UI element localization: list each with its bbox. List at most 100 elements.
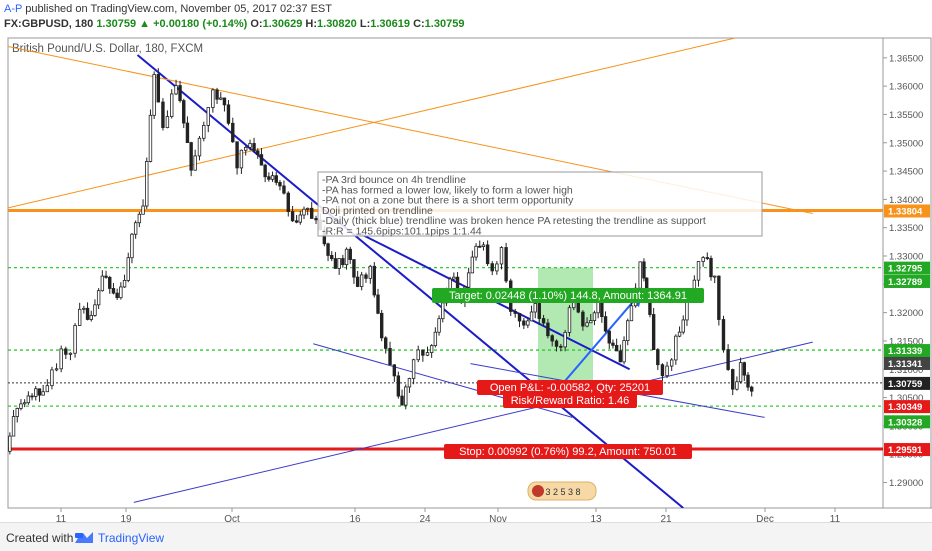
- candle-body: [145, 161, 149, 207]
- candle-body: [54, 368, 59, 371]
- candle-body: [161, 101, 165, 129]
- events-badge[interactable]: [527, 481, 597, 501]
- candle-body: [437, 318, 441, 333]
- candle-body: [174, 85, 178, 95]
- candle-body: [82, 307, 86, 310]
- price-axis-badge-text: 1.32795: [888, 264, 923, 275]
- candle-body: [37, 388, 42, 396]
- price-change: +0.00180 (+0.14%): [153, 18, 248, 30]
- candle-body: [130, 233, 134, 259]
- candle-body: [717, 275, 721, 320]
- publisher-line: A-P published on TradingView.com, Novemb…: [4, 3, 332, 15]
- stop-label-bg[interactable]: [444, 444, 692, 459]
- candle-body: [656, 349, 660, 366]
- target-label-bg[interactable]: [432, 288, 704, 303]
- candle-body: [726, 349, 730, 370]
- price-axis-badge: [884, 400, 930, 414]
- risk-reward-label: Risk/Reward Ratio: 1.46: [511, 395, 630, 407]
- published-text: published on TradingView.com, November 0…: [25, 3, 332, 15]
- candle-body: [407, 378, 412, 388]
- tradingview-brand-link[interactable]: TradingView: [98, 531, 165, 545]
- candle-body: [137, 213, 142, 224]
- candle-body: [244, 146, 248, 151]
- candle-body: [231, 122, 235, 143]
- candle-body: [388, 348, 392, 366]
- x-tick-label: Oct: [224, 514, 240, 522]
- candle-body: [206, 107, 210, 126]
- flag-icon: [532, 485, 544, 497]
- candle-body: [15, 408, 19, 417]
- candle-body: [256, 150, 260, 156]
- x-tick-label: Nov: [489, 514, 507, 522]
- candle-body: [642, 261, 646, 279]
- low-value: 1.30619: [370, 18, 410, 30]
- candle-body: [355, 276, 360, 287]
- candle-body: [433, 331, 438, 347]
- candle-body: [372, 265, 376, 296]
- low-label: L:: [359, 18, 371, 30]
- candle-body: [396, 375, 401, 397]
- candle-body: [211, 89, 215, 108]
- x-tick-label: 11: [830, 514, 841, 522]
- candle-body: [267, 176, 271, 180]
- y-tick-label: 1.36000: [889, 82, 923, 93]
- candle-body: [93, 304, 97, 316]
- candle-body: [660, 364, 665, 377]
- candle-body: [638, 261, 642, 289]
- trendline[interactable]: [8, 38, 736, 209]
- price-axis-badge: [884, 261, 930, 275]
- candle-body: [665, 365, 669, 377]
- price-axis-badge: [884, 376, 930, 390]
- y-tick-label: 1.33000: [889, 252, 923, 263]
- x-tick-label: 16: [349, 514, 361, 522]
- candle-body: [326, 243, 330, 256]
- events-label: 3 2 5 3 8: [545, 487, 580, 497]
- candle-body: [585, 322, 589, 327]
- candle-body: [8, 435, 12, 452]
- ohlc-line: FX:GBPUSD, 180 1.30759 ▲ +0.00180 (+0.14…: [4, 18, 464, 30]
- price-axis-badge-text: 1.30349: [888, 402, 922, 413]
- candle-body: [470, 256, 475, 274]
- note-box[interactable]: [317, 171, 763, 237]
- author-link[interactable]: A-P: [4, 3, 23, 15]
- price-chart[interactable]: 1.290001.295001.300001.305001.310001.315…: [0, 34, 932, 522]
- high-label: H:: [305, 18, 318, 30]
- candle-body: [348, 248, 352, 260]
- candle-body: [622, 340, 626, 363]
- candle-body: [156, 74, 161, 103]
- y-tick-label: 1.31000: [889, 365, 923, 376]
- trendline[interactable]: [136, 54, 684, 508]
- candle-body: [219, 97, 223, 100]
- y-tick-label: 1.36500: [889, 53, 923, 64]
- candle-body: [746, 374, 750, 388]
- candle-body: [270, 175, 275, 180]
- candle-body: [197, 137, 202, 157]
- open-pnl-label: Open P&L: -0.00582, Qty: 25201: [490, 382, 650, 394]
- candle-body: [750, 386, 754, 392]
- candle-body: [165, 116, 170, 129]
- y-tick-label: 1.34000: [889, 195, 923, 206]
- candle-body: [314, 218, 318, 221]
- projection-arrow[interactable]: [554, 289, 644, 393]
- candle-body: [611, 342, 615, 346]
- candle-body: [603, 316, 608, 332]
- x-tick-label: Dec: [756, 514, 774, 522]
- risk-reward-label-bg[interactable]: [503, 393, 637, 408]
- candle-body: [26, 395, 31, 404]
- plot-area[interactable]: [7, 37, 884, 509]
- price-axis-badge: [884, 344, 930, 358]
- candle-body: [274, 175, 278, 183]
- candle-body: [119, 286, 123, 299]
- candle-body: [669, 359, 674, 367]
- candle-body: [674, 335, 678, 361]
- candle-body: [567, 307, 572, 333]
- open-pnl-label-bg[interactable]: [477, 380, 663, 395]
- trendline[interactable]: [133, 341, 813, 503]
- candle-body: [50, 369, 54, 387]
- price-axis-badge: [884, 356, 930, 370]
- candle-body: [533, 303, 537, 313]
- candle-body: [248, 143, 252, 148]
- candle-body: [404, 386, 408, 406]
- candle-body: [252, 143, 256, 152]
- x-tick-label: 11: [56, 514, 67, 522]
